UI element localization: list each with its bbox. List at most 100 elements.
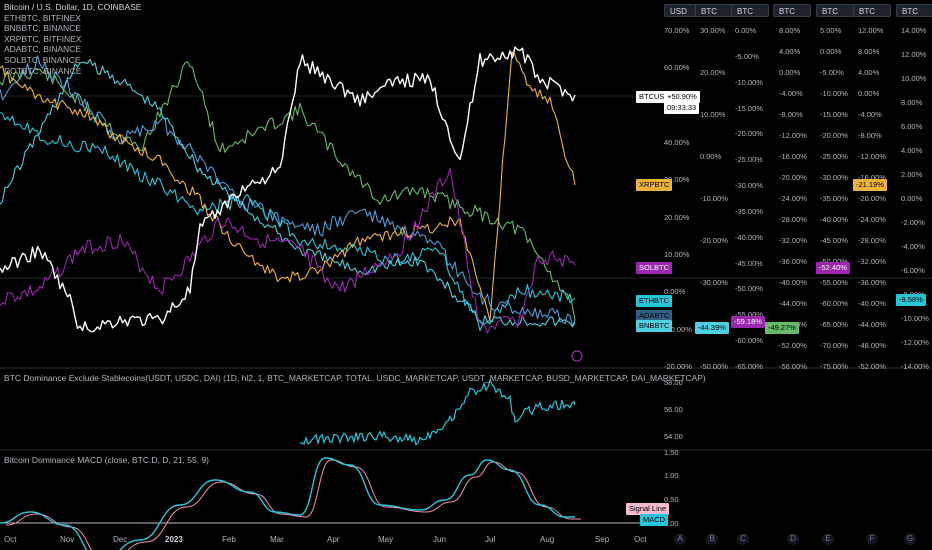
scale-2-tick: -60.00% [735,336,763,346]
symbol-tag-ethbtc: ETHBTC [636,295,672,307]
series-line-eth [0,112,576,332]
scale-6-tick: 8.00% [901,98,923,107]
scale-6-tick: 6.00% [901,122,923,131]
scale-2-tick: -65.00% [735,362,763,371]
scale-header-btc-3[interactable]: BTC [773,4,811,17]
scale-5-tick: -8.00% [858,131,882,140]
value-badge-6: -8.58% [896,294,926,306]
macd-tick-1-0: 1.00 [664,471,679,480]
symbol-tag-btcusd: BTCUSD [636,91,673,103]
scale-3-tick: -20.00% [779,173,807,182]
scale-letter[interactable]: C [737,533,749,545]
symbol-tag-solbtc: SOLBTC [636,262,673,274]
macd-indicator-label[interactable]: Bitcoin Dominance MACD (close, BTC.D, D,… [4,455,210,465]
legend-item-adabtc[interactable]: ADABTC, BINANCE [4,44,81,55]
signal-line-tag: Signal Line [626,503,670,515]
time-axis-label: Oct [4,535,17,544]
time-axis-label: Aug [540,535,555,544]
scale-header-btc-6[interactable]: BTC [896,4,932,17]
time-axis-label: May [378,535,394,544]
time-axis-label: Apr [327,535,340,544]
scale-header-btc-1[interactable]: BTC [695,4,733,17]
scale-2-tick: -5.00% [735,51,759,61]
scale-6-tick: -12.00% [901,338,929,347]
scale-1-tick: -50.00% [700,362,728,371]
scale-3-tick: -52.00% [779,341,807,350]
scale-2-tick: -15.00% [735,103,763,113]
series-line-sol [0,167,576,334]
scale-2-tick: -35.00% [735,206,763,216]
scale-letter[interactable]: B [706,533,718,545]
scale-4-tick: -20.00% [820,131,848,140]
scale-4-tick: -60.00% [820,299,848,308]
scale-4-tick: -25.00% [820,152,848,161]
legend-item-dotbtc[interactable]: DOTBTC, BINANCE [4,65,82,76]
scale-letter[interactable]: E [822,533,834,545]
scale-6-tick: -10.00% [901,314,929,323]
scale-2-tick: -45.00% [735,258,763,268]
scale-4-tick: -65.00% [820,320,848,329]
value-badge-1: -44.39% [695,322,729,334]
dominance-indicator-label[interactable]: BTC Dominance Exclude Stablecoins(USDT, … [4,373,706,383]
scale-2-tick: -55.00% [735,310,763,320]
scale-3-tick: -36.00% [779,257,807,266]
scale-6-tick: 14.00% [901,26,927,35]
scale-0-tick: 0.00% [664,287,686,297]
scale-header-btc-2[interactable]: BTC [731,4,769,17]
scale-4-tick: 0.00% [820,47,842,56]
macd-line [0,457,575,550]
scale-header-btc-4[interactable]: BTC [816,4,854,17]
scale-5-tick: -16.00% [858,173,886,182]
legend-title: Bitcoin / U.S. Dollar, 1D, COINBASE [4,2,142,12]
scale-letter[interactable]: D [787,533,799,545]
time-axis-label: Oct [634,535,647,544]
scale-letter[interactable]: F [866,533,878,545]
scale-1-tick: -20.00% [700,236,728,245]
scale-letter[interactable]: G [904,533,916,545]
scale-5-tick: 4.00% [858,68,880,77]
scale-0-tick: 70.00% [664,26,690,35]
scale-1-tick: 10.00% [700,110,726,119]
scale-5-tick: -44.00% [858,320,886,329]
scale-3-tick: -40.00% [779,278,807,287]
scale-2-tick: -25.00% [735,155,763,165]
series-line-ada [0,55,576,327]
scale-header-btc-5[interactable]: BTC [853,4,891,17]
series-line-bnb [0,58,576,328]
scale-0-tick: -10.00% [664,324,692,334]
scale-5-tick: -12.00% [858,152,886,161]
scale-0-tick: 10.00% [664,250,690,259]
scale-3-tick: 0.00% [779,68,801,77]
scale-3-tick: 8.00% [779,26,801,35]
scale-6-tick: -2.00% [901,218,925,227]
time-axis-label: Sep [595,535,610,544]
value-badge-2: -59.18% [731,316,765,328]
scale-4-tick: -45.00% [820,236,848,245]
scale-letter[interactable]: A [674,533,686,545]
scale-5-tick: -52.00% [858,362,886,371]
legend-item-solbtc[interactable]: SOLBTC, BINANCE [4,54,81,65]
legend-item-bnbbtc[interactable]: BNBBTC, BINANCE [4,23,81,34]
macd-tick-0-5: 0.50 [664,495,679,504]
scale-6-tick: 10.00% [901,74,927,83]
scale-6-tick: -4.00% [901,242,925,251]
scale-0-tick: 20.00% [664,212,690,222]
scale-5-tick: 12.00% [858,26,884,35]
scale-5-tick: -36.00% [858,278,886,287]
main-legend: Bitcoin / U.S. Dollar, 1D, COINBASE ETHB… [4,2,141,76]
time-axis-label: Dec [113,535,128,544]
scale-5-tick: -28.00% [858,236,886,245]
scale-4-tick: -5.00% [820,68,844,77]
scale-2-tick: 0.00% [735,26,757,35]
legend-item-ethbtc[interactable]: ETHBTC, BITFINEX [4,12,81,23]
scale-4-tick: -35.00% [820,194,848,203]
scale-2-tick: -20.00% [735,129,763,139]
scale-0-tick: 30.00% [664,175,690,185]
scale-5-tick: -48.00% [858,341,886,350]
macd-tag: MACD [640,514,669,526]
legend-item-xrpbtc[interactable]: XRPBTC, BITFINEX [4,33,82,44]
scale-6-tick: 2.00% [901,170,923,179]
scale-header-usd[interactable]: USD [664,4,702,17]
time-axis-label: Mar [270,535,284,544]
